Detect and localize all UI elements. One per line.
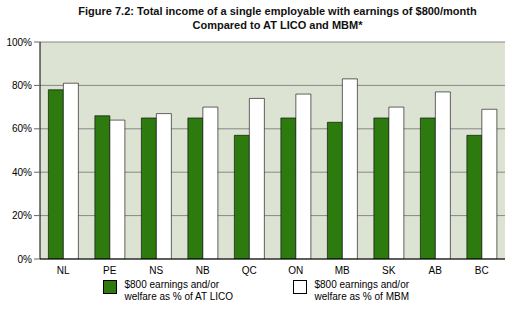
svg-text:60%: 60% [12,123,32,134]
svg-text:BC: BC [475,265,489,276]
svg-text:20%: 20% [12,210,32,221]
svg-text:100%: 100% [8,37,32,48]
svg-text:PE: PE [103,265,117,276]
svg-text:ON: ON [288,265,303,276]
svg-text:40%: 40% [12,167,32,178]
html-text:$800 earnings and/or welfare a: $800 earnings and/or welfare as % of MBM [314,279,409,302]
html-text:Figure 7.2: Total income of a: Figure 7.2: Total income of a single emp… [78,5,477,17]
html-text:$800 earnings and/or welfare a: $800 earnings and/or welfare as % of AT … [124,279,234,302]
svg-text:SK: SK [382,265,396,276]
svg-text:NS: NS [149,265,163,276]
svg-text:0%: 0% [18,254,33,265]
svg-text:AB: AB [429,265,443,276]
svg-text:NL: NL [57,265,70,276]
svg-text:NB: NB [196,265,210,276]
svg-text:QC: QC [242,265,257,276]
svg-text:MB: MB [335,265,350,276]
svg-text:80%: 80% [12,80,32,91]
html-text:Compared to AT LICO and MBM*: Compared to AT LICO and MBM* [192,19,363,31]
